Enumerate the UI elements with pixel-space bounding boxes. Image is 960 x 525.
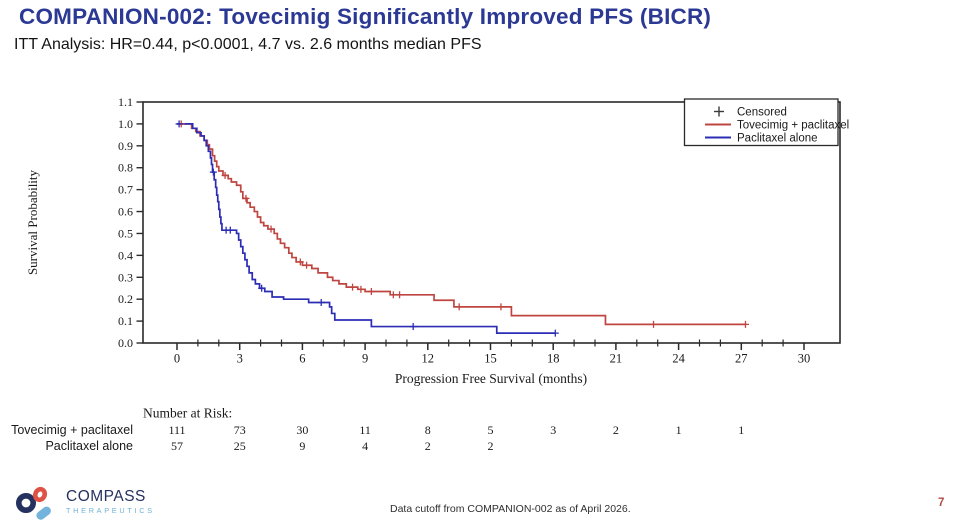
risk-count: 57 bbox=[171, 439, 183, 453]
risk-count: 2 bbox=[425, 439, 431, 453]
censor-mark bbox=[267, 225, 275, 233]
risk-table-numbers: 111 73 30 11 8 5 3 2 1 157 25 9 4 2 2 bbox=[168, 423, 744, 453]
compass-logo-icon bbox=[16, 486, 51, 520]
censor-mark bbox=[455, 303, 463, 311]
x-tick-label: 6 bbox=[299, 352, 305, 366]
x-tick-label: 18 bbox=[547, 352, 560, 366]
risk-count: 1 bbox=[738, 423, 744, 437]
censor-mark bbox=[551, 329, 559, 337]
x-tick-label: 27 bbox=[735, 352, 748, 366]
risk-count: 30 bbox=[296, 423, 308, 437]
risk-row-label-paclitaxel: Paclitaxel alone bbox=[45, 439, 133, 453]
slide-subtitle: ITT Analysis: HR=0.44, p<0.0001, 4.7 vs.… bbox=[14, 36, 482, 53]
y-axis-ticks: 0.0 0.1 0.2 0.3 0.4 0.5 0.6 0.7 0.8 0.9 1.0 1.1 bbox=[118, 95, 143, 350]
risk-count: 2 bbox=[488, 439, 494, 453]
x-tick-label: 30 bbox=[798, 352, 811, 366]
censor-mark bbox=[296, 258, 304, 266]
legend-label-tovecimig: Tovecimig + paclitaxel bbox=[737, 120, 849, 132]
x-axis-label: Progression Free Survival (months) bbox=[395, 371, 587, 386]
risk-table: Number at Risk: Tovecimig + paclitaxel P… bbox=[11, 406, 232, 454]
logo-name: COMPASS bbox=[66, 488, 146, 505]
censor-mark bbox=[389, 291, 397, 299]
legend-label-censored: Censored bbox=[737, 107, 787, 119]
censor-mark bbox=[221, 171, 229, 179]
censor-mark bbox=[209, 168, 217, 176]
logo-subname: THERAPEUTICS bbox=[66, 505, 155, 515]
page-number: 7 bbox=[938, 497, 945, 509]
plot-frame bbox=[142, 101, 841, 344]
censor-mark bbox=[741, 320, 749, 328]
censor-mark bbox=[258, 284, 266, 292]
censor-mark bbox=[367, 288, 375, 296]
y-tick-label: 0.2 bbox=[118, 292, 133, 306]
km-curve-paclitaxel bbox=[177, 123, 556, 334]
censored-plus-icon bbox=[714, 106, 724, 117]
risk-row-label-tovecimig: Tovecimig + paclitaxel bbox=[11, 423, 133, 437]
censor-mark bbox=[226, 226, 234, 234]
x-tick-label: 9 bbox=[362, 352, 368, 366]
risk-count: 2 bbox=[613, 423, 619, 437]
risk-count: 8 bbox=[425, 423, 431, 437]
x-tick-label: 0 bbox=[174, 352, 180, 366]
censor-mark bbox=[357, 285, 365, 293]
y-tick-label: 0.9 bbox=[118, 139, 133, 153]
risk-table-header: Number at Risk: bbox=[143, 406, 232, 421]
y-tick-label: 0.7 bbox=[118, 183, 133, 197]
censor-mark bbox=[317, 298, 325, 306]
risk-count: 1 bbox=[676, 423, 682, 437]
censor-mark bbox=[497, 303, 505, 311]
x-tick-label: 24 bbox=[672, 352, 685, 366]
y-axis-label: Survival Probability bbox=[25, 169, 40, 275]
censor-mark bbox=[303, 261, 311, 269]
legend-label-paclitaxel: Paclitaxel alone bbox=[737, 133, 818, 145]
risk-count: 5 bbox=[488, 423, 494, 437]
y-tick-label: 1.1 bbox=[118, 95, 133, 109]
x-axis-ticks: 0 3 6 9 12 15 18 21 24 27 30 bbox=[174, 339, 811, 366]
risk-count: 111 bbox=[168, 423, 185, 437]
censor-mark bbox=[175, 120, 183, 128]
censor-marks bbox=[175, 120, 749, 337]
censor-mark bbox=[409, 323, 417, 331]
y-tick-label: 0.5 bbox=[118, 226, 133, 240]
censor-mark bbox=[349, 283, 357, 291]
risk-count: 25 bbox=[234, 439, 246, 453]
y-tick-label: 0.6 bbox=[118, 205, 133, 219]
risk-count: 3 bbox=[550, 423, 556, 437]
risk-count: 11 bbox=[359, 423, 371, 437]
footer-note: Data cutoff from COMPANION-002 as of Apr… bbox=[390, 503, 631, 515]
x-tick-label: 15 bbox=[484, 352, 497, 366]
x-tick-label: 12 bbox=[422, 352, 435, 366]
y-tick-label: 0.4 bbox=[118, 248, 133, 262]
km-curve-tovecimig bbox=[177, 123, 746, 326]
y-tick-label: 0.3 bbox=[118, 270, 133, 284]
survival-curves bbox=[177, 123, 746, 334]
slide-title: COMPANION-002: Tovecimig Significantly I… bbox=[19, 4, 712, 29]
risk-count: 4 bbox=[362, 439, 368, 453]
risk-count: 73 bbox=[234, 423, 246, 437]
censor-mark bbox=[242, 194, 250, 202]
y-tick-label: 1.0 bbox=[118, 117, 133, 131]
y-tick-label: 0.1 bbox=[118, 314, 133, 328]
risk-count: 9 bbox=[299, 439, 305, 453]
x-tick-label: 21 bbox=[610, 352, 623, 366]
censor-mark bbox=[396, 291, 404, 299]
y-tick-label: 0.8 bbox=[118, 161, 133, 175]
x-tick-label: 3 bbox=[237, 352, 243, 366]
legend: Censored Tovecimig + paclitaxel Paclitax… bbox=[683, 98, 849, 147]
censor-mark bbox=[650, 320, 658, 328]
compass-logo: COMPASS THERAPEUTICS bbox=[12, 486, 155, 524]
y-tick-label: 0.0 bbox=[118, 336, 133, 350]
